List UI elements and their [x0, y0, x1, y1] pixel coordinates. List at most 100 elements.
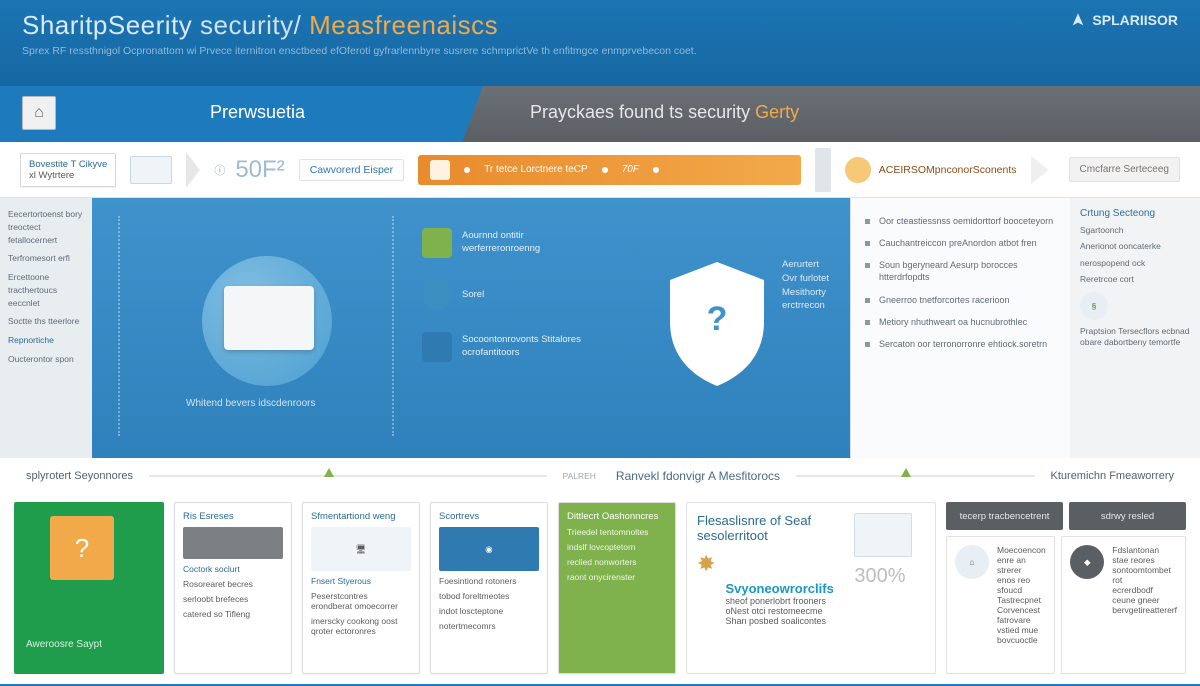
- left-item: Repnortiche: [8, 334, 84, 347]
- shield-icon: ?: [662, 258, 772, 388]
- pane-line: Fdslantonan stae reores: [1112, 545, 1177, 565]
- center-row: Aournnd ontitirwerferreronroenng: [422, 228, 612, 258]
- timeline-number-cell: ⓘ 50F²: [214, 156, 284, 184]
- row-text: Socoontonrovonts Stitaloresocrofantitoor…: [462, 334, 581, 360]
- strip-left: splyrotert Seyonnores: [26, 470, 133, 482]
- left-item: Ercettoone tracthertoucs eeccnlet: [8, 271, 84, 309]
- bottom-section: ? Aweroosre Saypt Ris Esreses Coctork so…: [0, 494, 1200, 684]
- timeline-thumb-1: [130, 156, 172, 184]
- panel-line: sheof ponerlobrt frooners: [725, 596, 833, 606]
- dotted-line-2: [392, 216, 394, 436]
- card-bar-icon: [183, 527, 283, 559]
- panel-brand: Svyoneowrorclifs: [725, 581, 833, 596]
- info-card[interactable]: Dittlecrt Oashonncres Trieedel tentomnol…: [558, 502, 676, 674]
- band-icon: ⌂: [22, 96, 56, 130]
- question-tile-icon: ?: [50, 516, 114, 580]
- panel-col-2: 300%: [854, 513, 925, 663]
- panel-line: Shan posbed soalicontes: [725, 616, 833, 626]
- mid-right-panel: Crtung Secteong Sgartoonch Anerionot oon…: [1070, 198, 1200, 458]
- bullet-panel: Oor cteastiessnss oemidorttorf booceteyo…: [850, 198, 1070, 458]
- strip-small: PALREH: [563, 471, 596, 481]
- right-item: nerospopend ock: [1080, 258, 1190, 269]
- panel-line: oNest otci restomeecme: [725, 606, 833, 616]
- card-line: Fnsert Styerous: [311, 576, 411, 586]
- brand-icon: [1070, 12, 1086, 28]
- panel-title: Flesaslisnre of Seaf sesolerritoot: [697, 513, 838, 543]
- left-item: Oucterontor spon: [8, 353, 84, 366]
- bottom-left-caption: Aweroosre Saypt: [26, 639, 102, 650]
- page-subtitle: Sprex RF ressthnigol Ocpronattom wi Prve…: [22, 45, 1178, 57]
- brand-text: SPLARIISOR: [1092, 12, 1178, 28]
- timeline-box-1: Bovestite T Cikyve xl Wytrtere: [20, 153, 116, 187]
- band-left-label: Prerwsuetia: [210, 102, 305, 123]
- tab-pane: ⌂ Moecoencon enre an strerer enos reo sf…: [946, 536, 1055, 674]
- card-line: indslf lovcoptetorn: [567, 542, 667, 552]
- right-item: Reretrcoe cort: [1080, 274, 1190, 285]
- timeline-box-1-sub: xl Wytrtere: [29, 170, 107, 181]
- timeline-arrow-2: [1031, 156, 1049, 184]
- strip-title: Ranvekl fdonvigr A Mesfitorocs: [616, 469, 780, 483]
- bullet-item: Cauchantreiccon preAnordon atbot fren: [865, 232, 1056, 254]
- right-item: Sgartoonch: [1080, 225, 1190, 236]
- flame-icon: ✸: [697, 551, 715, 577]
- row-text: Aournnd ontitirwerferreronroenng: [462, 230, 540, 256]
- info-card[interactable]: Scortrevs ◉ Foesintiond rotoners tobod f…: [430, 502, 548, 674]
- strip-line: [796, 475, 1035, 477]
- timeline-end-label: ACEIRSOMpnconorSconents: [879, 164, 1017, 176]
- info-card[interactable]: Sfmentartiond weng 🖥 Fnsert Styerous Pes…: [302, 502, 420, 674]
- house-icon: ⌂: [955, 545, 989, 579]
- card-thumb-icon: ◉: [439, 527, 539, 571]
- header: SharitpSeerity security/ Measfreenaiscs …: [0, 0, 1200, 86]
- card-header: Sfmentartiond weng: [311, 511, 411, 522]
- tab-button[interactable]: sdrwy resled: [1069, 502, 1186, 530]
- timeline-big-number: 50F²: [235, 156, 284, 184]
- section-band: ⌂ Prerwsuetia Prayckaes found ts securit…: [0, 86, 1200, 142]
- card-line: tobod foreltmeotes: [439, 591, 539, 601]
- pane-line: Moecoencon enre an strerer: [997, 545, 1046, 575]
- band-right-prefix: Prayckaes found ts: [530, 102, 683, 122]
- bar-icon-1: [430, 160, 450, 180]
- card-line: Peserstcontres erondberat omoecorrer: [311, 591, 411, 611]
- bullet-item: Oor cteastiessnss oemidorttorf booceteyo…: [865, 210, 1056, 232]
- band-right-label: Prayckaes found ts security Gerty: [530, 102, 799, 123]
- card-line: Foesintiond rotoners: [439, 576, 539, 586]
- pane-line: ecrerdbodf ceune gneer: [1112, 585, 1177, 605]
- page-title: SharitpSeerity security/ Measfreenaiscs: [22, 10, 1178, 41]
- pane-line: bervgetireattererf: [1112, 605, 1177, 615]
- mid-left-list: Eecertortoenst bory treoctect fetallocer…: [0, 198, 92, 458]
- card-line: catered so Tifleng: [183, 609, 283, 619]
- mid-center: Whitend bevers idscdenroors Aournnd onti…: [92, 198, 1070, 458]
- timeline-tab[interactable]: Cmcfarre Serteceeg: [1069, 157, 1180, 182]
- right-item: Anerionot ooncaterke: [1080, 241, 1190, 252]
- bullet-item: Soun bgeryneard Aesurp borocces htterdrf…: [865, 254, 1056, 288]
- card-line: Rosorearet becres: [183, 579, 283, 589]
- card-header: Ris Esreses: [183, 511, 283, 522]
- panel-big-number: 300%: [854, 565, 925, 588]
- brand-logo: SPLARIISOR: [1070, 12, 1178, 28]
- mid-section: Eecertortoenst bory treoctect fetallocer…: [0, 198, 1200, 458]
- card-header: Scortrevs: [439, 511, 539, 522]
- pane-line: vstied mue bovcuoctle: [997, 625, 1046, 645]
- pane-line: sontoomtombet rot: [1112, 565, 1177, 585]
- right-footer: Praptsion Tersecflors ecbnad obare dabor…: [1080, 326, 1190, 349]
- monitor-icon: [224, 286, 314, 350]
- bullet-item: Gneerroo tnetforcortes racerioon: [865, 289, 1056, 311]
- panel-col-1: Flesaslisnre of Seaf sesolerritoot ✸ Svy…: [697, 513, 838, 663]
- left-item: Eecertortoenst bory treoctect fetallocer…: [8, 208, 84, 246]
- center-row: Sorel: [422, 280, 612, 310]
- pane-line: enos reo sfoucd Tastrecpnet: [997, 575, 1046, 605]
- card-line: imerscky cookong oost qroter ectoronres: [311, 616, 411, 636]
- bullet-item: Sercaton oor terronorronre ehtiock.soret…: [865, 333, 1056, 355]
- timeline-chip[interactable]: Cawvorerd Eisper: [299, 159, 404, 181]
- card-line: Trieedel tentomnoltes: [567, 527, 667, 537]
- card-line: reclied nonworters: [567, 557, 667, 567]
- row-icon: [422, 332, 452, 362]
- strip-line: [149, 475, 547, 477]
- bullet-item: Metiory nhuthweart oa hucnubrothlec: [865, 311, 1056, 333]
- tab-button[interactable]: tecerp tracbencetrent: [946, 502, 1063, 530]
- row-text: Sorel: [462, 289, 484, 302]
- card-sub: Coctork soclurt: [183, 564, 283, 574]
- svg-text:?: ?: [707, 300, 728, 338]
- bar-value: 70F: [622, 164, 639, 175]
- info-card[interactable]: Ris Esreses Coctork soclurt Rosorearet b…: [174, 502, 292, 674]
